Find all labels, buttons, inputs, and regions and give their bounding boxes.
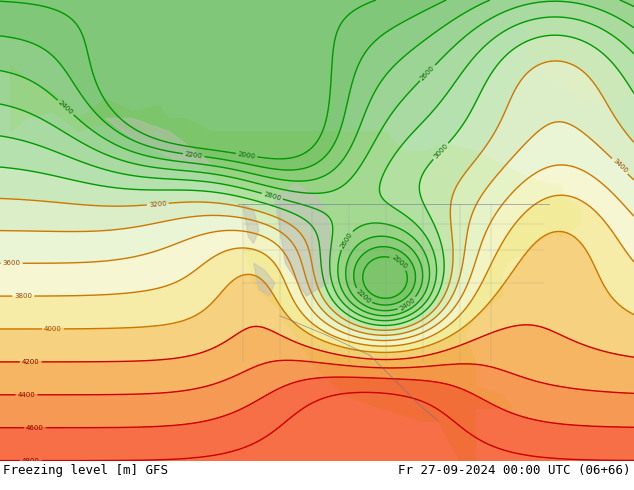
Text: 2600: 2600 — [419, 64, 436, 81]
Polygon shape — [11, 66, 581, 461]
Text: 2800: 2800 — [263, 191, 281, 201]
Polygon shape — [254, 263, 275, 296]
Polygon shape — [106, 119, 211, 165]
Polygon shape — [0, 0, 634, 461]
Text: Fr 27-09-2024 00:00 UTC (06+66): Fr 27-09-2024 00:00 UTC (06+66) — [398, 464, 631, 477]
Text: 3600: 3600 — [3, 260, 21, 266]
Text: 3800: 3800 — [15, 293, 32, 299]
Text: 4600: 4600 — [26, 425, 44, 431]
Text: 2000: 2000 — [237, 151, 256, 160]
Text: 2200: 2200 — [354, 288, 372, 305]
Text: 4800: 4800 — [22, 458, 40, 464]
Text: 4000: 4000 — [44, 326, 62, 332]
Polygon shape — [449, 382, 512, 408]
Text: 2000: 2000 — [391, 254, 408, 270]
Text: 2600: 2600 — [339, 231, 353, 249]
Text: 2400: 2400 — [57, 99, 74, 116]
Text: 4200: 4200 — [22, 359, 39, 365]
Text: 3400: 3400 — [611, 158, 628, 174]
Text: 3000: 3000 — [432, 143, 449, 160]
Polygon shape — [275, 184, 333, 296]
Text: 2400: 2400 — [399, 296, 417, 312]
Text: 3200: 3200 — [148, 200, 167, 208]
Text: 4400: 4400 — [18, 392, 36, 398]
Text: 2200: 2200 — [184, 151, 203, 159]
Text: Freezing level [m] GFS: Freezing level [m] GFS — [3, 464, 168, 477]
Polygon shape — [243, 204, 259, 244]
Polygon shape — [528, 0, 634, 105]
